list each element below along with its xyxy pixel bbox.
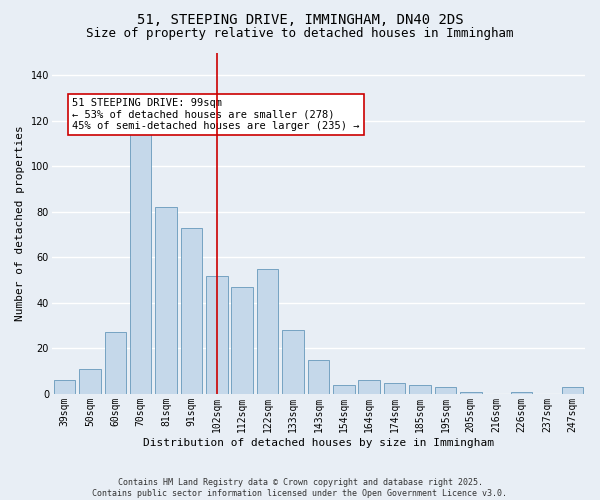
Y-axis label: Number of detached properties: Number of detached properties [15, 126, 25, 321]
Bar [130, 134, 151, 394]
Text: Contains HM Land Registry data © Crown copyright and database right 2025.
Contai: Contains HM Land Registry data © Crown c… [92, 478, 508, 498]
Bar [282, 330, 304, 394]
Bar [181, 228, 202, 394]
Bar [460, 392, 482, 394]
Bar [104, 332, 126, 394]
Bar [358, 380, 380, 394]
Text: 51, STEEPING DRIVE, IMMINGHAM, DN40 2DS: 51, STEEPING DRIVE, IMMINGHAM, DN40 2DS [137, 12, 463, 26]
Bar [562, 387, 583, 394]
Bar [232, 287, 253, 394]
Bar [308, 360, 329, 394]
Bar [54, 380, 76, 394]
Bar [333, 385, 355, 394]
Text: Size of property relative to detached houses in Immingham: Size of property relative to detached ho… [86, 28, 514, 40]
Bar [434, 387, 456, 394]
Bar [511, 392, 532, 394]
X-axis label: Distribution of detached houses by size in Immingham: Distribution of detached houses by size … [143, 438, 494, 448]
Bar [409, 385, 431, 394]
Bar [79, 369, 101, 394]
Bar [257, 268, 278, 394]
Bar [206, 276, 227, 394]
Bar [155, 208, 177, 394]
Text: 51 STEEPING DRIVE: 99sqm
← 53% of detached houses are smaller (278)
45% of semi-: 51 STEEPING DRIVE: 99sqm ← 53% of detach… [72, 98, 359, 131]
Bar [384, 382, 406, 394]
